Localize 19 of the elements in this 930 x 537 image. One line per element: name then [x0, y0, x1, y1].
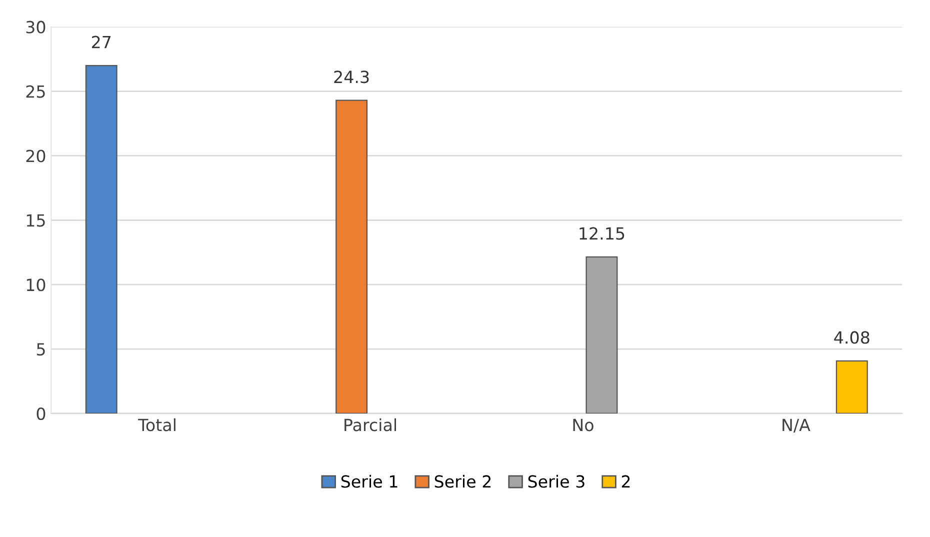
legend-label: Serie 2 [434, 474, 491, 488]
legend-label: Serie 3 [528, 474, 584, 488]
data-label: 4.08 [834, 331, 870, 344]
y-tick-label: 20 [26, 150, 46, 162]
x-tick-label: Total [138, 418, 176, 432]
y-tick-label: 10 [26, 278, 46, 292]
y-tick-label: 25 [26, 85, 45, 98]
legend-label: Serie 1 [341, 474, 398, 488]
data-label: 12.15 [580, 227, 624, 240]
y-tick-label: 0 [36, 407, 46, 420]
x-tick-label: No [573, 418, 594, 432]
x-tick-label: N/A [782, 418, 810, 433]
data-label: 24.3 [334, 70, 369, 84]
y-tick-label: 15 [26, 214, 45, 227]
x-tick-label: Parcial [344, 418, 396, 432]
data-label: 27 [92, 36, 111, 48]
y-tick-label: 5 [36, 343, 45, 356]
y-tick-label: 30 [26, 20, 46, 34]
legend-label: 2 [622, 475, 630, 488]
